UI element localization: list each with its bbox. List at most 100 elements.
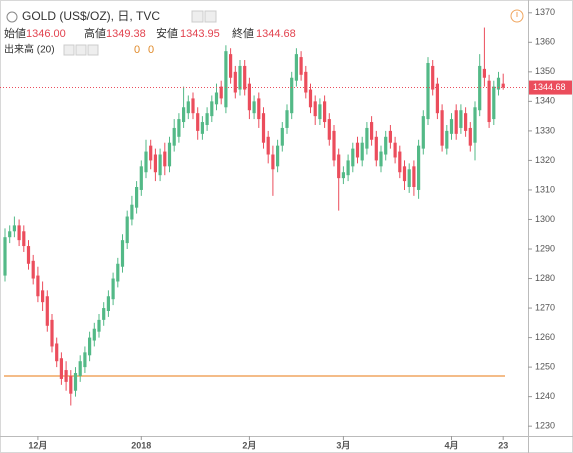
candle-body (3, 237, 7, 276)
open-value: 1346.00 (26, 28, 66, 40)
candle-body (135, 186, 139, 208)
candle-body (323, 101, 327, 123)
candle-body (177, 119, 181, 137)
candle-body (247, 83, 251, 111)
x-tick-label: 12月 (28, 440, 47, 450)
close-button[interactable] (204, 10, 217, 23)
candle-body (398, 151, 402, 173)
candle-body (149, 145, 153, 161)
candle-body (83, 352, 87, 368)
candle-body (73, 373, 78, 391)
candle-body (313, 101, 317, 117)
candle-body (69, 375, 73, 394)
candle-body (492, 86, 496, 120)
candle-body (130, 204, 134, 220)
candle-body (261, 113, 266, 143)
candle-body (384, 136, 388, 155)
x-tick-label: 2月 (242, 440, 256, 450)
candle-body (252, 101, 256, 114)
candle-body (17, 225, 21, 241)
y-tick-label: 1270 (535, 302, 555, 312)
y-tick-label: 1370 (535, 7, 555, 17)
settings-button[interactable] (191, 10, 204, 23)
y-tick-label: 1350 (535, 66, 555, 76)
x-tick-label: 23 (498, 440, 508, 450)
candle-body (172, 127, 176, 146)
open-label: 始値 (4, 26, 26, 40)
candle-body (214, 92, 219, 105)
candle-body (308, 89, 313, 108)
volume-ma-value: 0 (148, 44, 154, 56)
candle-body (224, 51, 228, 108)
close-value: 1344.68 (256, 28, 296, 40)
volume-close[interactable] (87, 44, 99, 56)
candle-body (454, 110, 458, 134)
candle-body (421, 116, 425, 149)
candle-body (92, 328, 96, 341)
candle-body (431, 65, 435, 90)
candle-body (50, 319, 54, 347)
candle-body (360, 142, 364, 161)
candle-body (196, 113, 200, 131)
candle-body (370, 122, 374, 140)
candle-body (257, 98, 261, 120)
candle-body (158, 154, 162, 176)
candle-body (125, 216, 129, 244)
candle-body (327, 119, 331, 140)
candle-body (102, 308, 106, 320)
low-value: 1343.95 (180, 28, 220, 40)
candle-body (299, 57, 303, 75)
low-label: 安値 (156, 26, 178, 40)
close-label: 終値 (232, 26, 254, 40)
high-value: 1349.38 (106, 28, 146, 40)
symbol-icon[interactable] (6, 11, 18, 23)
candle-body (41, 290, 45, 303)
x-tick-label: 2018 (131, 440, 151, 450)
candle-body (351, 148, 355, 167)
y-tick-label: 1260 (535, 332, 555, 342)
volume-eye[interactable] (75, 44, 87, 56)
candle-body (440, 110, 444, 146)
candle-body (346, 160, 350, 176)
volume-value: 0 (134, 44, 140, 56)
candle-body (163, 151, 167, 167)
y-tick-label: 1330 (535, 125, 555, 135)
candle-body (55, 343, 59, 362)
candle-body (473, 107, 477, 143)
y-tick-label: 1230 (535, 421, 555, 431)
x-tick-label: 4月 (444, 440, 458, 450)
candle-body (78, 361, 82, 376)
candle-body (468, 127, 472, 146)
candle-body (459, 110, 463, 128)
candle-body (426, 62, 430, 120)
candle-body (22, 231, 26, 247)
candle-body (243, 65, 247, 90)
candle-body (116, 263, 120, 282)
y-tick-label: 1300 (535, 214, 555, 224)
candle-body (45, 296, 49, 326)
candle-body (355, 142, 360, 158)
alert-icon[interactable] (510, 9, 524, 23)
volume-settings[interactable] (63, 44, 75, 56)
y-tick-label: 1280 (535, 273, 555, 283)
candle-body (191, 98, 195, 114)
candle-body (449, 119, 454, 134)
candle-body (186, 101, 190, 114)
candle-body (304, 71, 308, 93)
candle-body (210, 101, 214, 117)
candle-body (271, 154, 275, 170)
candle-body (388, 130, 392, 143)
candle-body (106, 296, 110, 312)
candle-body (88, 337, 92, 356)
candle-body (167, 142, 172, 167)
candle-body (144, 151, 148, 173)
candle-body (36, 275, 40, 297)
y-tick-label: 1240 (535, 391, 555, 401)
candle-body (266, 136, 270, 155)
candle-body (318, 104, 322, 120)
candle-body (435, 83, 439, 114)
candle-body (445, 130, 449, 149)
